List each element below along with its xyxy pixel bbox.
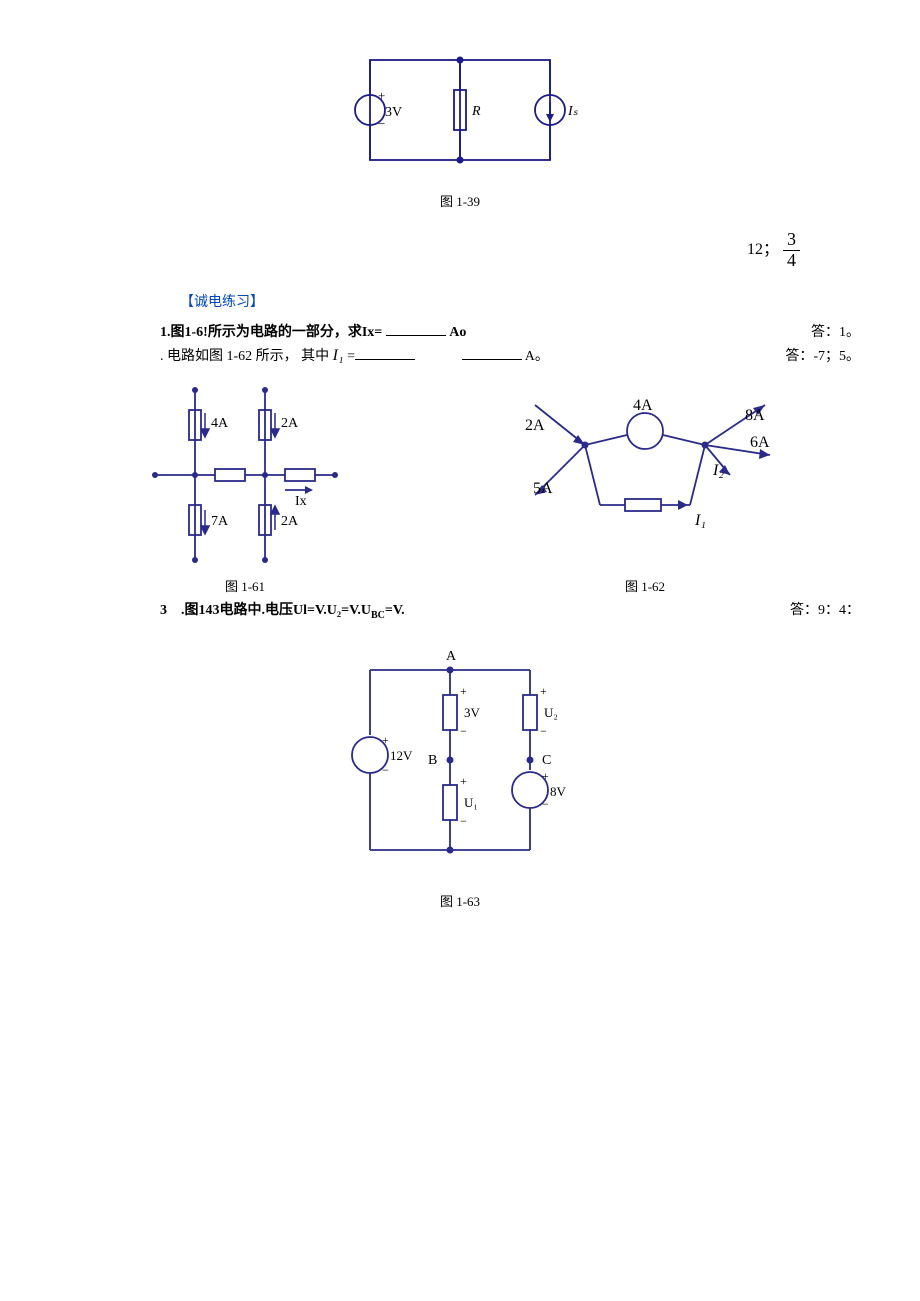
fig-1-62-caption: 图 1-62 — [505, 576, 785, 595]
label-u1: U₁ — [464, 795, 478, 810]
q3-text: .图143电路中.电压Ul=V.U₂=V.U — [181, 603, 371, 618]
frac-num: 3 — [783, 230, 800, 251]
question-2-sub: . 电路如图 1-62 所示， 其中 I₁ = A。 答：-7；5。 — [160, 345, 860, 365]
figures-61-62-row: 4A 2A 7A 2A Ix 图 1-61 — [60, 375, 860, 595]
q2-eq: = — [347, 349, 355, 364]
q1-answer: 答：1。 — [811, 321, 860, 341]
svg-text:−: − — [382, 763, 389, 777]
fig-1-39-caption: 图 1-39 — [60, 191, 860, 210]
q2-answer: 答：-7；5。 — [785, 345, 860, 365]
answer-12-3-4: 12； 3 4 — [60, 230, 800, 271]
q3-sub: BC — [371, 609, 385, 620]
is-label: Iₛ — [567, 104, 579, 119]
q1-text-b: Ao — [449, 325, 466, 340]
circuit-1-39-svg: + − 3V R Iₛ — [330, 40, 590, 180]
svg-text:+: + — [542, 769, 549, 783]
q2-blank2 — [462, 345, 522, 360]
label-4a: 4A — [633, 397, 653, 414]
label-12v: 12V — [390, 748, 413, 763]
section-heading: 【诚电练习】 — [180, 291, 860, 311]
circuit-1-61-svg: 4A 2A 7A 2A Ix — [135, 375, 355, 565]
label-2a-bot: 2A — [281, 514, 299, 529]
frac-den: 4 — [783, 251, 800, 271]
q1-text-a: 1.图1-6!所示为电路的一部分，求Ix= — [160, 325, 386, 340]
label-8v: 8V — [550, 784, 567, 799]
node-c-label: C — [542, 753, 551, 768]
question-3: 3 .图143电路中.电压Ul=V.U₂=V.UBC=V. 答：9：4： — [160, 599, 860, 621]
q2-i1: I₁ — [333, 347, 344, 364]
label-ix: Ix — [295, 494, 307, 509]
q2-blank1 — [355, 345, 415, 360]
label-3v: 3V — [464, 705, 481, 720]
q1-blank — [386, 321, 446, 336]
q2-text-b: A。 — [525, 349, 549, 364]
resistor-r-label: R — [471, 104, 481, 119]
label-2a-top: 2A — [281, 416, 299, 431]
figure-1-62: 2A 5A 4A 8A 6A I₁ I₂ 图 1-62 — [505, 375, 785, 595]
q2-text-a: . 电路如图 1-62 所示， 其中 — [160, 349, 333, 364]
svg-text:+: + — [540, 684, 547, 698]
fig-1-63-caption: 图 1-63 — [60, 891, 860, 910]
svg-text:+: + — [460, 684, 467, 698]
ans-prefix: 12； — [747, 241, 779, 258]
label-u2: U₂ — [544, 705, 558, 720]
voltage-3v-label: 3V — [385, 105, 402, 120]
fig-1-61-caption: 图 1-61 — [135, 576, 355, 595]
vs-plus: + — [378, 88, 385, 103]
figure-1-61: 4A 2A 7A 2A Ix 图 1-61 — [135, 375, 355, 595]
q3-num: 3 — [160, 603, 167, 618]
node-a-label: A — [446, 649, 457, 664]
fraction: 3 4 — [783, 230, 800, 271]
circuit-1-63-svg: + − + − + − + − + − A B C 12V 3V U₁ U₂ 8… — [320, 640, 600, 880]
svg-text:+: + — [460, 774, 467, 788]
label-8a: 8A — [745, 407, 765, 424]
label-5a: 5A — [533, 480, 553, 497]
label-4a: 4A — [211, 416, 229, 431]
svg-text:−: − — [542, 797, 549, 811]
circuit-1-62-svg: 2A 5A 4A 8A 6A I₁ I₂ — [505, 375, 785, 565]
label-6a: 6A — [750, 434, 770, 451]
svg-text:+: + — [382, 733, 389, 747]
q3-tail: =V. — [385, 603, 405, 618]
label-i2: I₂ — [712, 462, 724, 479]
figure-1-63: + − + − + − + − + − A B C 12V 3V U₁ U₂ 8… — [60, 640, 860, 910]
svg-text:−: − — [540, 724, 547, 738]
figure-1-39: + − 3V R Iₛ 图 1-39 — [60, 40, 860, 210]
label-2a: 2A — [525, 417, 545, 434]
label-7a: 7A — [211, 514, 229, 529]
svg-text:−: − — [460, 814, 467, 828]
question-1: 1.图1-6!所示为电路的一部分，求Ix= Ao 答：1。 — [160, 321, 860, 341]
svg-text:−: − — [460, 724, 467, 738]
label-i1: I₁ — [694, 512, 706, 529]
q3-answer: 答：9：4： — [790, 599, 860, 619]
node-b-label: B — [428, 753, 437, 768]
